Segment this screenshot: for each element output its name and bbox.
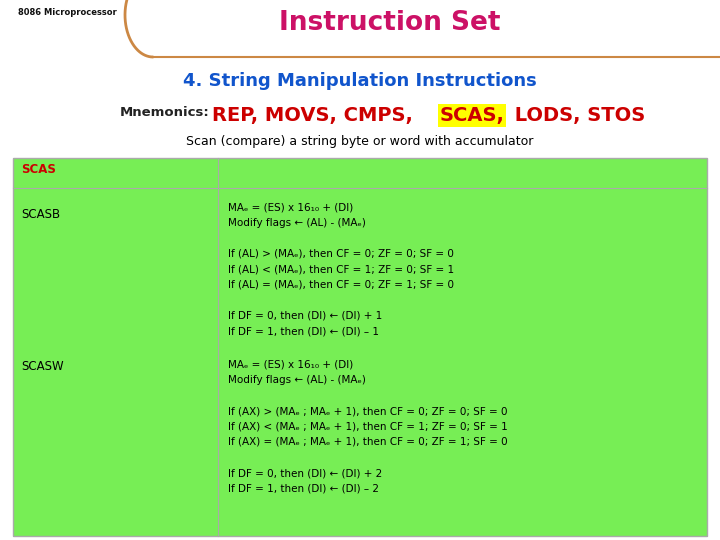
Text: SCASW: SCASW xyxy=(21,360,63,373)
Text: SCAS,: SCAS, xyxy=(440,106,505,125)
Text: If DF = 1, then (DI) ← (DI) – 2: If DF = 1, then (DI) ← (DI) – 2 xyxy=(228,483,379,494)
Text: SCAS: SCAS xyxy=(21,163,56,176)
Text: Modify flags ← (AL) - (MAₑ): Modify flags ← (AL) - (MAₑ) xyxy=(228,375,366,385)
Text: SCASB: SCASB xyxy=(21,208,60,221)
Text: If (AL) < (MAₑ), then CF = 1; ZF = 0; SF = 1: If (AL) < (MAₑ), then CF = 1; ZF = 0; SF… xyxy=(228,264,454,274)
Text: MAₑ = (ES) x 16₁₀ + (DI): MAₑ = (ES) x 16₁₀ + (DI) xyxy=(228,360,353,369)
Text: Mnemonics:: Mnemonics: xyxy=(120,106,210,119)
Text: If DF = 0, then (DI) ← (DI) + 1: If DF = 0, then (DI) ← (DI) + 1 xyxy=(228,310,382,321)
Text: If (AX) = (MAₑ ; MAₑ + 1), then CF = 0; ZF = 1; SF = 0: If (AX) = (MAₑ ; MAₑ + 1), then CF = 0; … xyxy=(228,437,508,447)
Text: If (AL) = (MAₑ), then CF = 0; ZF = 1; SF = 0: If (AL) = (MAₑ), then CF = 0; ZF = 1; SF… xyxy=(228,280,454,289)
Text: If DF = 1, then (DI) ← (DI) – 1: If DF = 1, then (DI) ← (DI) – 1 xyxy=(228,326,379,336)
Text: LODS, STOS: LODS, STOS xyxy=(508,106,645,125)
Bar xyxy=(13,158,707,536)
Text: 4. String Manipulation Instructions: 4. String Manipulation Instructions xyxy=(183,72,537,90)
Text: If (AL) > (MAₑ), then CF = 0; ZF = 0; SF = 0: If (AL) > (MAₑ), then CF = 0; ZF = 0; SF… xyxy=(228,248,454,259)
Text: Scan (compare) a string byte or word with accumulator: Scan (compare) a string byte or word wit… xyxy=(186,135,534,148)
Text: 8086 Microprocessor: 8086 Microprocessor xyxy=(18,8,117,17)
Text: REP, MOVS, CMPS,: REP, MOVS, CMPS, xyxy=(212,106,420,125)
Text: Instruction Set: Instruction Set xyxy=(279,10,500,36)
Text: If (AX) > (MAₑ ; MAₑ + 1), then CF = 0; ZF = 0; SF = 0: If (AX) > (MAₑ ; MAₑ + 1), then CF = 0; … xyxy=(228,406,507,416)
Text: If DF = 0, then (DI) ← (DI) + 2: If DF = 0, then (DI) ← (DI) + 2 xyxy=(228,468,382,478)
Text: Modify flags ← (AL) - (MAₑ): Modify flags ← (AL) - (MAₑ) xyxy=(228,218,366,227)
Text: MAₑ = (ES) x 16₁₀ + (DI): MAₑ = (ES) x 16₁₀ + (DI) xyxy=(228,202,353,212)
Text: If (AX) < (MAₑ ; MAₑ + 1), then CF = 1; ZF = 0; SF = 1: If (AX) < (MAₑ ; MAₑ + 1), then CF = 1; … xyxy=(228,422,508,431)
